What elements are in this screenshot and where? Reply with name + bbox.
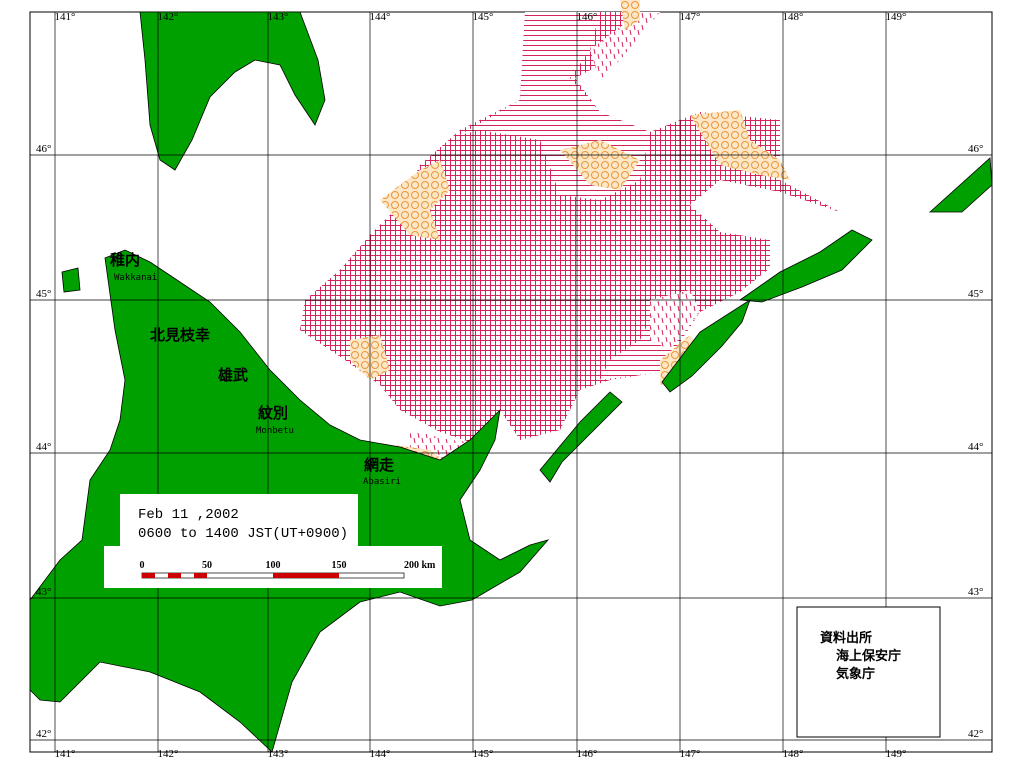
lat-label-left: 45° <box>36 288 51 300</box>
lon-label-bottom: 141° <box>55 748 76 760</box>
lon-label-bottom: 149° <box>886 748 907 760</box>
lon-label-top: 145° <box>473 11 494 23</box>
source-box <box>796 606 941 738</box>
lon-label-top: 143° <box>268 11 289 23</box>
lon-label-top: 149° <box>886 11 907 23</box>
lon-label-top: 146° <box>577 11 598 23</box>
scale-label: 100 <box>266 560 281 571</box>
lon-label-bottom: 143° <box>268 748 289 760</box>
source-line: 資料出所 <box>820 630 872 646</box>
date-box <box>120 494 358 546</box>
date-text: Feb 11 ,2002 <box>138 507 239 523</box>
source-line: 気象庁 <box>836 666 875 682</box>
place-name: 北見枝幸 <box>150 326 210 344</box>
sea-ice <box>300 0 840 465</box>
scale-label: 150 <box>332 560 347 571</box>
lon-label-top: 148° <box>783 11 804 23</box>
lon-label-bottom: 148° <box>783 748 804 760</box>
lat-label-left: 44° <box>36 441 51 453</box>
lat-label-right: 45° <box>968 288 983 300</box>
urup <box>928 157 993 213</box>
lon-label-top: 144° <box>370 11 391 23</box>
scale-bar <box>141 572 405 579</box>
source-line: 海上保安庁 <box>836 648 901 664</box>
place-romaji: Monbetu <box>256 426 294 436</box>
graticule <box>30 12 992 752</box>
kunashir <box>661 299 751 393</box>
scale-label: 50 <box>202 560 212 571</box>
lon-label-top: 147° <box>680 11 701 23</box>
lon-label-bottom: 146° <box>577 748 598 760</box>
lat-label-right: 46° <box>968 143 983 155</box>
lat-label-right: 44° <box>968 441 983 453</box>
iturup <box>738 229 873 303</box>
lat-label-right: 43° <box>968 586 983 598</box>
scale-label: 200 km <box>404 560 436 571</box>
scale-label: 0 <box>140 560 145 571</box>
lon-label-bottom: 144° <box>370 748 391 760</box>
rishiri <box>61 267 81 293</box>
place-name: 網走 <box>364 456 394 474</box>
place-name: 雄武 <box>217 366 248 384</box>
shiretoko <box>539 391 623 483</box>
place-romaji: Abasiri <box>363 477 401 487</box>
place-romaji: Wakkanai <box>114 273 157 283</box>
lon-label-bottom: 147° <box>680 748 701 760</box>
lat-label-left: 42° <box>36 728 51 740</box>
scale-box <box>104 546 442 588</box>
time-text: 0600 to 1400 JST(UT+0900) <box>138 526 348 542</box>
lat-label-left: 46° <box>36 143 51 155</box>
lon-label-top: 141° <box>55 11 76 23</box>
lon-label-top: 142° <box>158 11 179 23</box>
lon-label-bottom: 142° <box>158 748 179 760</box>
lat-label-left: 43° <box>36 586 51 598</box>
place-name: 稚内 <box>110 251 140 269</box>
sakhalin <box>139 11 326 171</box>
place-name: 紋別 <box>258 404 288 422</box>
lat-label-right: 42° <box>968 728 983 740</box>
lon-label-bottom: 145° <box>473 748 494 760</box>
